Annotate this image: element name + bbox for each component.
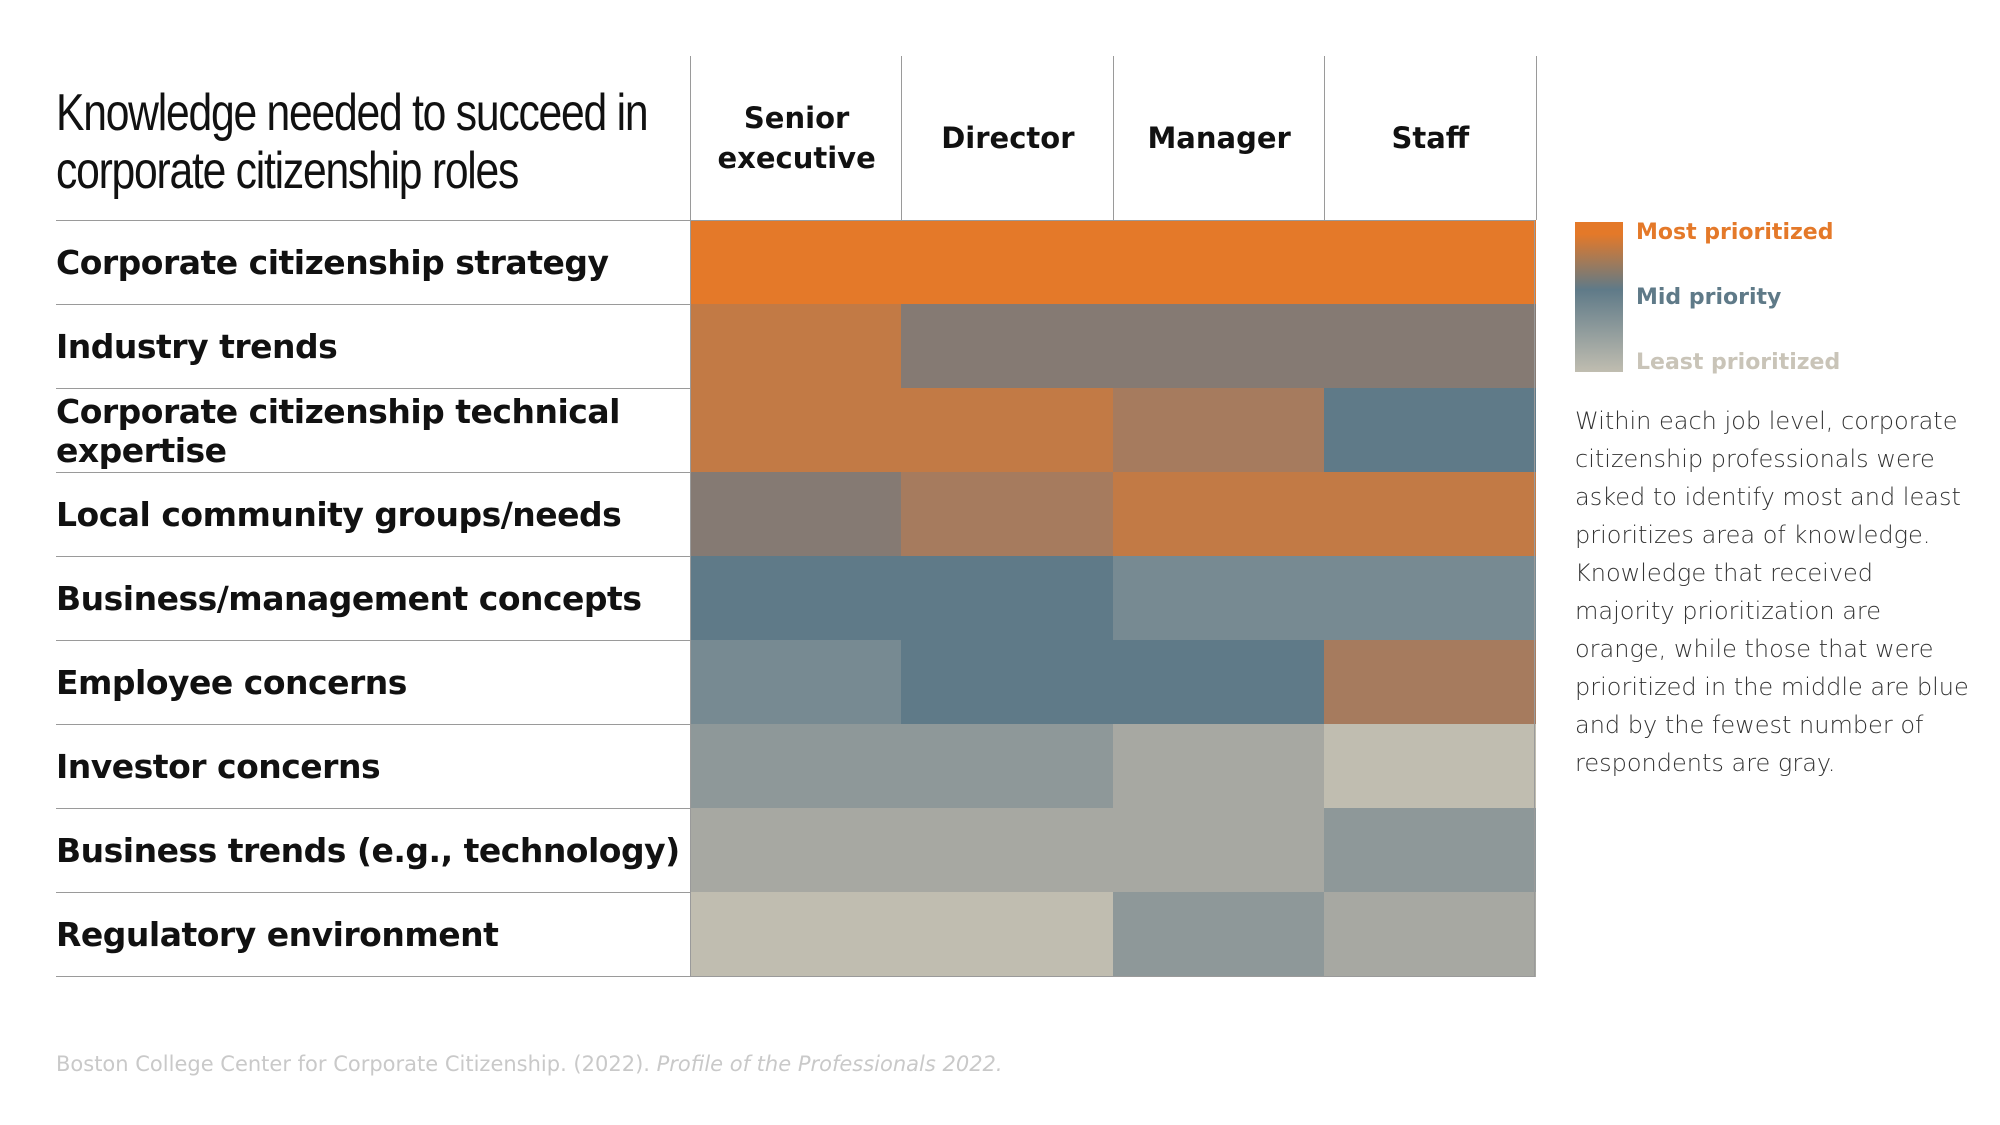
chart-title-line-1: Knowledge needed to succeed in [56, 84, 649, 142]
row-label-3: Local community groups/needs [56, 472, 690, 556]
heatmap-cell-r4-c3 [1323, 556, 1536, 641]
row-label-7: Business trends (e.g., technology) [56, 808, 690, 892]
column-header-3: Staff [1323, 56, 1537, 220]
heatmap-cell-r5-c0 [690, 640, 902, 725]
row-label-2: Corporate citizenship technical expertis… [56, 388, 690, 472]
source-title: Profile of the Professionals 2022. [656, 1052, 1003, 1076]
heatmap-cell-r4-c2 [1112, 556, 1325, 641]
heatmap-cell-r3-c0 [690, 472, 902, 557]
heatmap-cell-r4-c1 [901, 556, 1114, 641]
source-text: Boston College Center for Corporate Citi… [56, 1052, 657, 1076]
source-citation: Boston College Center for Corporate Citi… [56, 1052, 1003, 1076]
heatmap-cell-r0-c0 [690, 220, 902, 305]
heatmap-cell-r1-c0 [690, 304, 902, 389]
heatmap-cell-r5-c3 [1323, 640, 1536, 725]
heatmap-cell-r5-c1 [901, 640, 1114, 725]
heatmap-cell-r6-c2 [1112, 724, 1325, 809]
row-label-6: Investor concerns [56, 724, 690, 808]
legend-label-least: Least prioritized [1636, 350, 1841, 375]
column-header-3-line-0: Staff [1391, 121, 1470, 155]
heatmap-cell-r6-c0 [690, 724, 902, 809]
heatmap-cell-r1-c3 [1323, 304, 1536, 389]
heatmap-cell-r2-c3 [1323, 388, 1536, 473]
column-header-1-line-0: Director [941, 121, 1075, 155]
heatmap-cell-r2-c2 [1112, 388, 1325, 473]
chart-title-line-2: corporate citizenship roles [56, 142, 519, 200]
heatmap-cell-r3-c2 [1112, 472, 1325, 557]
chart-title: Knowledge needed to succeed in corporate… [56, 84, 649, 200]
legend-gradient-bar [1575, 222, 1623, 372]
legend-label-mid: Mid priority [1636, 285, 1782, 310]
column-header-2: Manager [1112, 56, 1325, 220]
legend-label-most: Most prioritized [1636, 220, 1834, 245]
heatmap-cell-r3-c3 [1323, 472, 1536, 557]
heatmap-cell-r3-c1 [901, 472, 1114, 557]
heatmap-cell-r8-c1 [901, 892, 1114, 977]
heatmap-cell-r4-c0 [690, 556, 902, 641]
column-header-2-line-0: Manager [1147, 121, 1291, 155]
heatmap-cell-r7-c0 [690, 808, 902, 893]
row-label-1: Industry trends [56, 304, 690, 388]
row-label-0: Corporate citizenship strategy [56, 220, 690, 304]
row-label-8: Regulatory environment [56, 892, 690, 977]
heatmap-cell-r8-c2 [1112, 892, 1325, 977]
heatmap-cell-r7-c1 [901, 808, 1114, 893]
heatmap-cell-r0-c2 [1112, 220, 1325, 305]
heatmap-cell-r7-c3 [1323, 808, 1536, 893]
heatmap-cell-r0-c1 [901, 220, 1114, 305]
heatmap-cell-r1-c2 [1112, 304, 1325, 389]
heatmap-cell-r2-c0 [690, 388, 902, 473]
heatmap-cell-r8-c0 [690, 892, 902, 977]
column-header-1: Director [901, 56, 1113, 220]
row-label-5: Employee concerns [56, 640, 690, 724]
heatmap-cell-r7-c2 [1112, 808, 1325, 893]
heatmap-cell-r0-c3 [1323, 220, 1536, 305]
column-header-0-line-1: executive [717, 141, 876, 175]
column-header-0-line-0: Senior [743, 101, 850, 135]
heatmap-cell-r5-c2 [1112, 640, 1325, 725]
heatmap-cell-r8-c3 [1323, 892, 1536, 977]
column-header-0: Senior executive [690, 56, 902, 220]
explanatory-note: Within each job level, corporate citizen… [1575, 407, 1969, 777]
heatmap-cell-r6-c1 [901, 724, 1114, 809]
heatmap-cell-r2-c1 [901, 388, 1114, 473]
row-label-4: Business/management concepts [56, 556, 690, 640]
heatmap-cell-r1-c1 [901, 304, 1114, 389]
heatmap-cell-r6-c3 [1323, 724, 1536, 809]
